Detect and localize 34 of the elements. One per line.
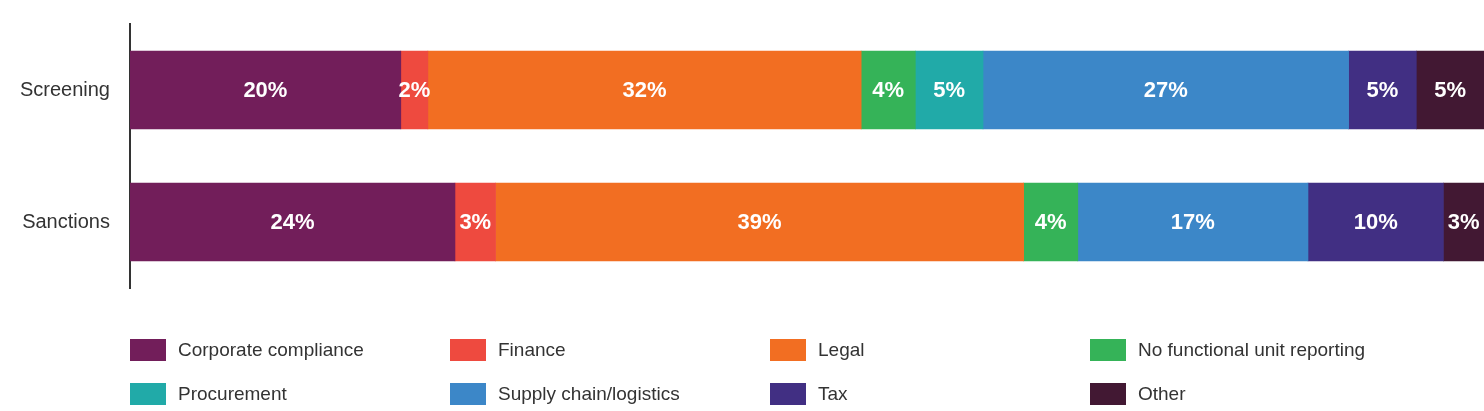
data-label: 32% bbox=[622, 77, 667, 103]
bar bbox=[860, 50, 916, 130]
bar bbox=[1023, 182, 1079, 262]
y-tick-label: Screening bbox=[19, 77, 110, 100]
legend-label: Finance bbox=[498, 339, 566, 361]
legend-label: Tax bbox=[818, 383, 848, 405]
data-label: 20% bbox=[243, 77, 288, 103]
data-label: 27% bbox=[1143, 77, 1188, 103]
data-label: 39% bbox=[737, 209, 782, 235]
bar bbox=[1348, 50, 1417, 130]
bar bbox=[1307, 182, 1444, 262]
legend-label: Other bbox=[1138, 383, 1186, 405]
data-label: 24% bbox=[270, 209, 315, 235]
bar bbox=[914, 50, 984, 130]
data-label: 5% bbox=[933, 77, 966, 103]
data-label: 10% bbox=[1353, 209, 1398, 235]
data-label: 17% bbox=[1170, 209, 1215, 235]
bar bbox=[982, 50, 1349, 130]
data-label: 3% bbox=[1447, 209, 1480, 235]
data-label: 4% bbox=[1034, 209, 1067, 235]
bar bbox=[1415, 50, 1484, 130]
legend-label: Supply chain/logistics bbox=[498, 383, 680, 405]
bar bbox=[130, 182, 456, 262]
data-label: 5% bbox=[1366, 77, 1399, 103]
bar bbox=[495, 182, 1024, 262]
legend-label: No functional unit reporting bbox=[1138, 339, 1366, 361]
legend-label: Legal bbox=[818, 339, 865, 361]
bar bbox=[1077, 182, 1309, 262]
data-label: 4% bbox=[872, 77, 905, 103]
data-label: 5% bbox=[1434, 77, 1467, 103]
data-label: 3% bbox=[459, 209, 492, 235]
y-tick-label: Sanctions bbox=[22, 209, 110, 232]
legend-label: Procurement bbox=[178, 383, 287, 405]
legend-label: Corporate compliance bbox=[178, 339, 364, 361]
